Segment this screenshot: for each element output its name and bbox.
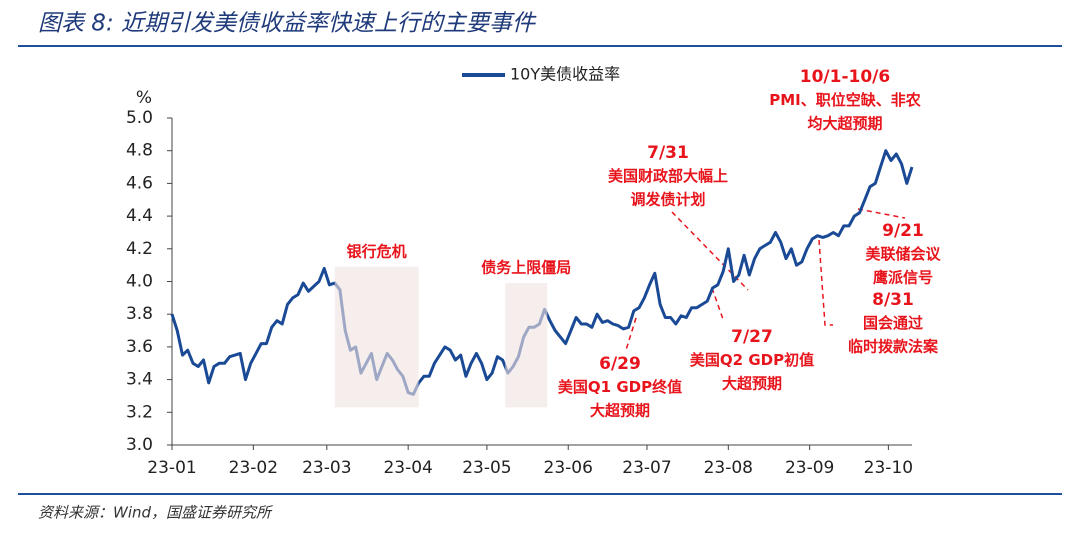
- region-label: 银行危机: [347, 242, 407, 260]
- leader-line: [625, 317, 637, 351]
- x-tick-label: 23-02: [229, 458, 278, 478]
- annotation-text: 8/31: [872, 290, 914, 310]
- annotation-text: 7/31: [647, 143, 689, 163]
- x-tick-label: 23-03: [302, 458, 351, 478]
- y-tick-label: 4.4: [126, 206, 153, 226]
- y-tick-label: 4.2: [126, 239, 153, 259]
- y-tick-label: 3.0: [126, 435, 153, 455]
- annotation-text: 美国Q2 GDP初值: [690, 351, 814, 369]
- annotation-text: 大超预期: [722, 375, 782, 393]
- y-tick-label: 3.8: [126, 304, 153, 324]
- leader-line: [711, 287, 725, 323]
- source-note: 资料来源：Wind，国盛证券研究所: [38, 504, 273, 522]
- y-axis-unit: %: [136, 88, 152, 108]
- annotation-text: 美国财政部大幅上: [608, 167, 728, 185]
- x-tick-label: 23-07: [622, 458, 671, 478]
- leader-line: [857, 208, 906, 219]
- annotation-text: 均大超预期: [807, 115, 882, 133]
- annotation-text: 10/1-10/6: [800, 67, 890, 87]
- y-tick-label: 4.0: [126, 272, 153, 292]
- y-tick-label: 3.6: [126, 337, 153, 357]
- x-tick-label: 23-04: [383, 458, 432, 478]
- annotation-text: 6/29: [599, 354, 641, 374]
- y-tick-label: 4.6: [126, 173, 153, 193]
- shaded-region: [505, 283, 548, 408]
- annotation-text: 7/27: [731, 327, 773, 347]
- leader-lines: [625, 208, 906, 351]
- annotation-text: 9/21: [882, 221, 924, 241]
- legend-label: 10Y美债收益率: [510, 65, 620, 84]
- annotation-text: 大超预期: [590, 402, 650, 420]
- x-tick-label: 23-06: [544, 458, 593, 478]
- annotation-text: 鹰派信号: [873, 269, 933, 287]
- x-tick-label: 23-05: [462, 458, 511, 478]
- y-tick-label: 5.0: [126, 108, 153, 128]
- chart-title: 图表 8: 近期引发美债收益率快速上行的主要事件: [38, 11, 537, 37]
- x-tick-label: 23-01: [147, 458, 196, 478]
- x-tick-label: 23-08: [704, 458, 753, 478]
- y-tick-label: 3.2: [126, 402, 153, 422]
- shaded-region: [334, 266, 419, 408]
- leader-line: [818, 239, 833, 326]
- annotation-text: 国会通过: [863, 314, 923, 332]
- annotation-text: PMI、职位空缺、非农: [769, 91, 921, 109]
- annotation-text: 调发债计划: [630, 191, 705, 209]
- annotation-text: 临时拨款法案: [848, 338, 939, 356]
- x-tick-label: 23-10: [864, 458, 913, 478]
- region-label: 债务上限僵局: [481, 259, 571, 277]
- annotation-text: 美联储会议: [865, 245, 941, 263]
- y-tick-label: 4.8: [126, 141, 153, 161]
- y-tick-label: 3.4: [126, 370, 153, 390]
- x-tick-label: 23-09: [785, 458, 834, 478]
- annotation-text: 美国Q1 GDP终值: [558, 378, 682, 396]
